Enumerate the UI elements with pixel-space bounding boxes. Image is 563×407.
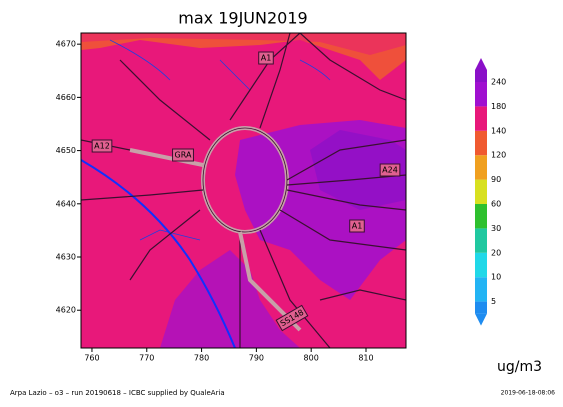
- colorbar-label: 20: [491, 248, 501, 257]
- colorbar-label: 140: [491, 126, 506, 135]
- colorbar-segment: [475, 179, 487, 204]
- x-tick-label: 760: [84, 354, 99, 363]
- road-label-box: [379, 163, 401, 177]
- colorbar-label: 180: [491, 102, 506, 111]
- y-tick-label: 4630: [56, 253, 76, 262]
- road-label: A24: [379, 163, 401, 177]
- map-field: [81, 33, 406, 348]
- colorbar-label: 60: [491, 200, 501, 209]
- colorbar-segment: [475, 70, 487, 82]
- road-label: GRA: [172, 148, 194, 162]
- colorbar-label: 90: [491, 175, 501, 184]
- y-tick-label: 4650: [56, 146, 76, 155]
- road-label-text: A12: [94, 142, 110, 151]
- colorbar-segment: [475, 82, 487, 107]
- colorbar-segment: [475, 204, 487, 229]
- road-label-box: [172, 148, 194, 162]
- colorbar-segment: [475, 130, 487, 156]
- road-label-text: A1: [261, 54, 272, 63]
- colorbar-label: 5: [491, 297, 496, 306]
- road-label-box: [91, 139, 113, 153]
- colorbar-segment: [475, 277, 487, 302]
- colorbar-cap: [475, 58, 487, 70]
- y-tick-label: 4670: [56, 40, 76, 49]
- colorbar-segment: [475, 301, 487, 314]
- y-tick-label: 4660: [56, 93, 76, 102]
- colorbar-label: 30: [491, 224, 501, 233]
- colorbar-cap: [475, 313, 487, 326]
- x-tick-label: 800: [304, 354, 319, 363]
- colorbar-segment: [475, 228, 487, 253]
- colorbar-label: 120: [491, 151, 506, 160]
- colorbar-segment: [475, 155, 487, 180]
- axis-ticks: 760 770 780 790 800 810 4620 4630 4640 4650 4660 46…: [56, 40, 374, 363]
- plot-frame: [80, 32, 407, 349]
- road-label: A12: [91, 139, 113, 153]
- road-label-text: A1: [352, 222, 363, 231]
- x-tick-label: 770: [139, 354, 154, 363]
- credit: Arpa Lazio – o3 – run 20190618 – ICBC su…: [10, 389, 225, 397]
- colorbar-label: 240: [491, 78, 506, 87]
- road-label-box: [275, 304, 309, 332]
- road-label-text: GRA: [175, 151, 192, 160]
- colorbar: 5 10 20 30 60 90 120 140 180 240: [475, 58, 506, 326]
- colorbar-segment: [475, 106, 487, 131]
- unit: ug/m3: [497, 359, 542, 375]
- x-tick-label: 790: [249, 354, 264, 363]
- road-label-box: [258, 51, 274, 65]
- colorbar-label: 10: [491, 273, 501, 282]
- colorbar-segment: [475, 252, 487, 278]
- timestamp: 2019-06-18-08:06: [501, 390, 556, 397]
- x-tick-label: 810: [358, 354, 373, 363]
- x-tick-label: 780: [194, 354, 209, 363]
- road-label-box: [349, 219, 365, 233]
- road-label-text: A24: [382, 166, 398, 175]
- title: max 19JUN2019: [178, 9, 307, 28]
- y-tick-label: 4620: [56, 306, 76, 315]
- road-label: A1: [258, 51, 274, 65]
- road-label: A1: [349, 219, 365, 233]
- y-tick-label: 4640: [56, 199, 76, 208]
